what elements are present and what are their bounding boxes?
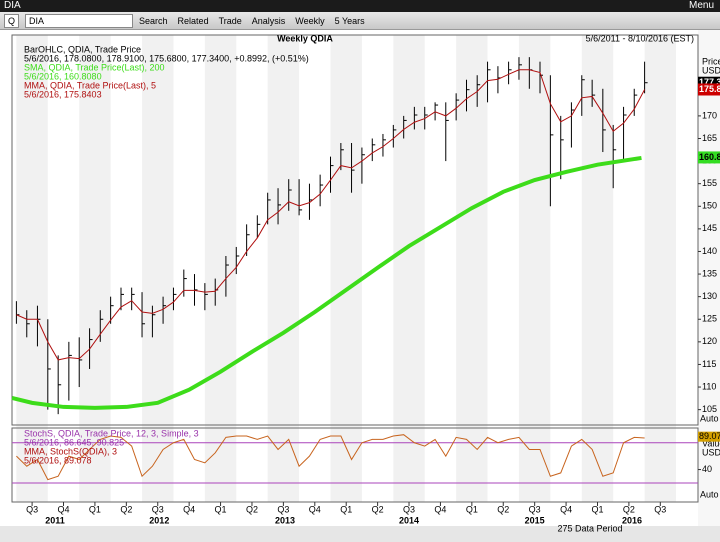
- y-axis-label: Price: [702, 56, 720, 66]
- quarter-band: [204, 35, 237, 502]
- legend-entry: 5/6/2016, 175.8403: [24, 89, 102, 99]
- quarter-band: [581, 35, 614, 502]
- value-tag-label: 89.078: [699, 431, 720, 441]
- x-tick-label: Q4: [58, 504, 70, 514]
- stoch-frame: [11, 427, 699, 503]
- y-tick-label: 140: [702, 246, 717, 256]
- y-axis-mode: Auto: [700, 489, 719, 499]
- x-tick-label: Q3: [152, 504, 164, 514]
- y-tick-label: 115: [702, 359, 716, 369]
- quarter-band: [267, 35, 300, 502]
- legend-entry: StochS, QDIA, Trade Price, 12, 3, Simple…: [24, 428, 199, 438]
- x-tick-label: Q3: [403, 504, 415, 514]
- chart-title: Weekly QDIA: [277, 33, 333, 43]
- legend-entry: 5/6/2016, 86.645, 90.825: [24, 437, 124, 447]
- y-tick-label: 165: [702, 133, 717, 143]
- quarter-band: [16, 35, 48, 502]
- legend-entry: SMA, QDIA, Trade Price(Last), 200: [24, 62, 165, 72]
- y-tick-label: 40: [702, 464, 712, 474]
- year-label: 2012: [149, 515, 169, 525]
- quarter-band: [518, 35, 551, 502]
- y-axis-label: USD: [702, 447, 720, 457]
- year-label: 2011: [45, 515, 65, 525]
- y-tick-label: 120: [702, 336, 717, 346]
- indicator-line: [11, 155, 642, 410]
- y-axis-label: Value: [702, 438, 720, 448]
- toolbar-button[interactable]: Related: [177, 15, 209, 26]
- x-tick-label: Q2: [623, 504, 635, 514]
- y-tick-label: 135: [702, 268, 717, 278]
- footer: 275 Data Period: [557, 523, 622, 533]
- x-tick-label: Q4: [183, 504, 195, 514]
- legend-entry: 5/6/2016, 178.0800, 178.9100, 175.6800, …: [24, 53, 309, 63]
- x-tick-label: Q2: [120, 504, 132, 514]
- legend-entry: 5/6/2016, 89.078: [24, 455, 92, 465]
- toolbar-button[interactable]: Search: [139, 15, 168, 26]
- y-tick-label: 110: [702, 381, 716, 391]
- x-tick-label: Q4: [434, 504, 446, 514]
- year-label: 2015: [525, 515, 545, 525]
- price-frame: [11, 34, 699, 426]
- price-tag-label: 177.34: [699, 77, 720, 87]
- x-tick-label: Q1: [215, 504, 227, 514]
- legend-entry: 5/6/2016, 160.8080: [24, 71, 102, 81]
- y-tick-label: 155: [702, 178, 717, 188]
- x-tick-label: Q4: [309, 504, 321, 514]
- year-label: 2014: [399, 515, 419, 525]
- y-tick-label: 145: [702, 223, 717, 233]
- x-tick-label: Q2: [246, 504, 258, 514]
- toolbar-button[interactable]: Weekly: [295, 15, 325, 26]
- x-tick-label: Q1: [340, 504, 352, 514]
- menu[interactable]: Menu: [688, 0, 714, 11]
- range-label: 5/6/2011 - 8/10/2016 (EST): [586, 33, 694, 43]
- legend-entry: MMA, StochS(QDIA), 3: [24, 446, 117, 456]
- y-axis-label: USD: [702, 65, 720, 75]
- y-tick-label: 150: [702, 201, 717, 211]
- quarter-band: [142, 35, 174, 502]
- x-tick-label: Q3: [277, 504, 289, 514]
- price-tag: [698, 83, 720, 96]
- x-tick-label: Q4: [560, 504, 572, 514]
- x-tick-label: Q1: [89, 504, 101, 514]
- year-label: 2013: [275, 515, 295, 525]
- x-tick-label: Q2: [497, 504, 509, 514]
- quarter-band: [330, 35, 362, 502]
- price-tag-label: 175.840: [699, 84, 720, 94]
- title-bar: DIA Menu: [0, 0, 720, 12]
- y-axis-mode: Auto: [700, 413, 719, 423]
- toolbar-button[interactable]: Analysis: [251, 15, 286, 26]
- footer-bg: [0, 526, 720, 542]
- quarter-band: [644, 35, 677, 502]
- y-tick-label: 130: [702, 291, 717, 301]
- chart: Weekly QDIA 5/6/2011 - 8/10/2016 (EST) 105…: [0, 30, 720, 542]
- quarter-band: [456, 35, 488, 502]
- price-tag: [698, 151, 720, 164]
- indicator-line: [16, 69, 646, 361]
- toolbar-button[interactable]: 5 Years: [334, 15, 365, 26]
- x-tick-label: Q1: [591, 504, 603, 514]
- x-tick-label: Q3: [529, 504, 541, 514]
- toolbar-items: Search Related Trade Analysis Weekly 5 Years: [139, 16, 365, 26]
- year-label: 2016: [622, 515, 642, 525]
- value-tag: [698, 431, 720, 442]
- x-tick-label: Q1: [466, 504, 478, 514]
- price-tag-label: 160.808: [699, 152, 720, 162]
- window-title: DIA: [4, 0, 21, 11]
- y-tick-label: 125: [702, 314, 717, 324]
- stoch-line: [16, 434, 645, 481]
- toolbar-button[interactable]: Trade: [218, 15, 242, 26]
- x-tick-label: Q3: [654, 504, 666, 514]
- quarter-band: [79, 35, 111, 502]
- symbol-input[interactable]: DIA: [25, 13, 134, 28]
- quarter-band: [393, 35, 425, 502]
- symbol-type[interactable]: Q: [4, 13, 20, 28]
- toolbar: Q DIA Search Related Trade Analysis Weekly 5 …: [0, 12, 720, 30]
- x-tick-label: Q2: [372, 504, 384, 514]
- x-tick-label: Q3: [26, 504, 38, 514]
- y-tick-label: 170: [702, 110, 717, 120]
- legend-entry: MMA, QDIA, Trade Price(Last), 5: [24, 80, 156, 90]
- legend-entry: BarOHLC, QDIA, Trade Price: [24, 44, 141, 54]
- y-tick-label: 105: [702, 404, 717, 414]
